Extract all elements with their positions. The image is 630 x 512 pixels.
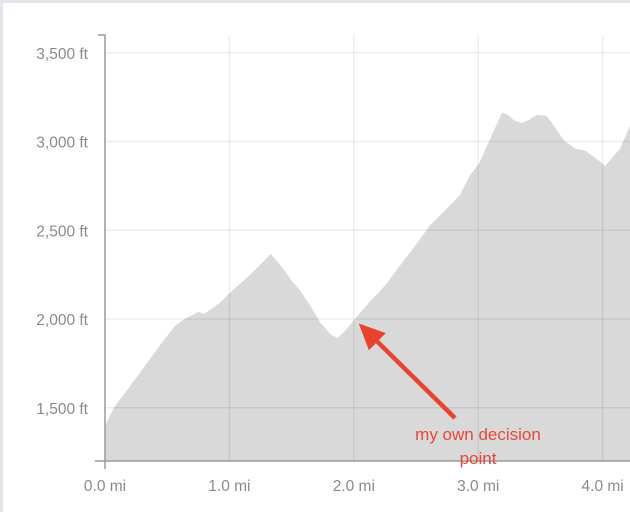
x-tick-label: 3.0 mi xyxy=(457,478,499,495)
elevation-area xyxy=(105,112,630,461)
elevation-chart: 1,500 ft 2,000 ft 2,500 ft 3,000 ft 3,500 ft… xyxy=(36,34,630,495)
x-tick-label: 4.0 mi xyxy=(582,478,624,495)
y-tick-label: 1,500 ft xyxy=(36,401,88,418)
y-tick-label: 2,000 ft xyxy=(36,312,88,329)
y-tick-label: 2,500 ft xyxy=(36,223,88,240)
x-tick-label: 1.0 mi xyxy=(208,478,250,495)
elevation-profile: 1,500 ft 2,000 ft 2,500 ft 3,000 ft 3,500 ft… xyxy=(3,3,630,512)
annotation-text: my own decision xyxy=(415,425,541,444)
x-tick-label: 2.0 mi xyxy=(333,478,375,495)
y-axis xyxy=(98,34,106,461)
y-tick-label: 3,000 ft xyxy=(36,135,88,152)
annotation-arrow-head xyxy=(358,323,386,351)
y-tick-label: 3,500 ft xyxy=(36,46,88,63)
x-tick-label: 0.0 mi xyxy=(84,478,126,495)
x-axis xyxy=(95,460,630,469)
annotation-arrow-shaft xyxy=(375,340,457,420)
annotation-text: point xyxy=(460,449,497,468)
